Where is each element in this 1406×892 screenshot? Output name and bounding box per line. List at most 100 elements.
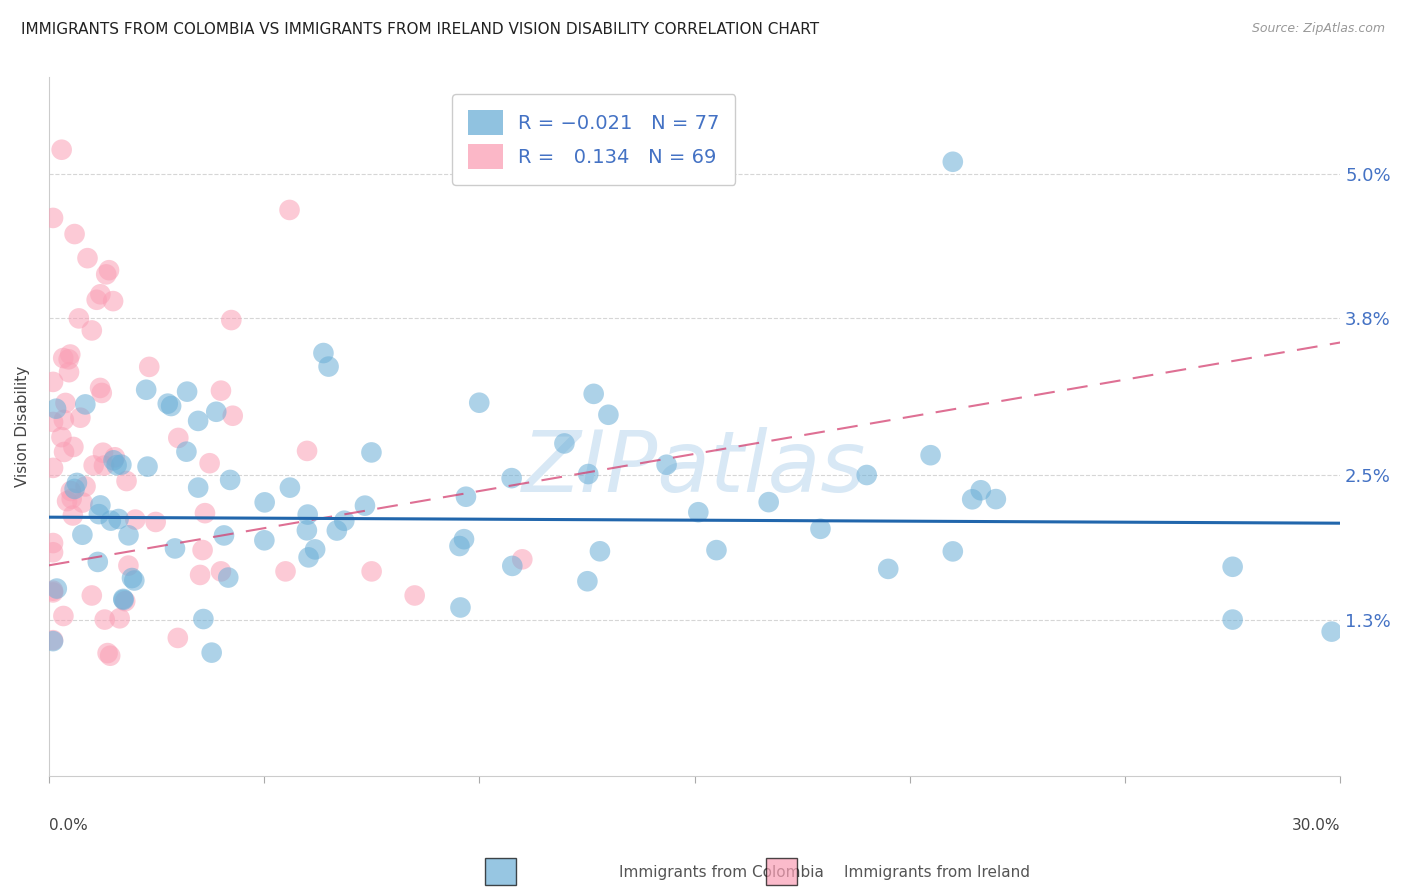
Point [62, 440, 84, 454]
Point [114, 594, 136, 608]
Point [295, 524, 318, 538]
Point [80, 323, 103, 337]
Point [304, 542, 326, 557]
Point [454, 490, 477, 504]
Point [984, 492, 1007, 507]
Point [45, 401, 67, 416]
Point [318, 359, 340, 374]
Point [688, 505, 710, 519]
Point [98, 648, 121, 663]
Point [42, 633, 65, 648]
Point [117, 528, 139, 542]
Point [582, 387, 605, 401]
Point [42, 375, 65, 389]
Point [194, 506, 217, 520]
Point [449, 539, 471, 553]
Point [89, 499, 111, 513]
Point [59, 484, 82, 499]
Point [53, 445, 76, 459]
Y-axis label: Vision Disability: Vision Disability [15, 367, 30, 487]
Point [55, 396, 77, 410]
Point [553, 436, 575, 450]
Point [278, 202, 301, 217]
Point [576, 574, 599, 589]
Point [63, 482, 86, 496]
Point [278, 481, 301, 495]
Point [187, 414, 209, 428]
Point [167, 431, 190, 445]
Point [156, 397, 179, 411]
Point [42, 583, 65, 598]
Legend: R = −0.021   N = 77, R = 0.134   N = 69: R = −0.021 N = 77, R = 0.134 N = 69 [453, 95, 735, 185]
Point [453, 532, 475, 546]
Point [176, 444, 198, 458]
Point [42, 461, 65, 475]
Point [253, 533, 276, 548]
Point [90, 386, 112, 401]
Point [124, 513, 146, 527]
Point [501, 471, 523, 485]
Text: ZIPatlas: ZIPatlas [523, 427, 866, 510]
Point [104, 450, 127, 465]
Point [138, 359, 160, 374]
Point [758, 495, 780, 509]
Point [91, 446, 114, 460]
Point [1222, 613, 1244, 627]
Point [920, 448, 942, 462]
Text: 0.0%: 0.0% [49, 818, 87, 833]
Point [942, 544, 965, 558]
Point [1320, 624, 1343, 639]
Point [160, 399, 183, 413]
Text: IMMIGRANTS FROM COLOMBIA VS IMMIGRANTS FROM IRELAND VISION DISABILITY CORRELATIO: IMMIGRANTS FROM COLOMBIA VS IMMIGRANTS F… [21, 22, 820, 37]
Point [135, 383, 157, 397]
Point [87, 507, 110, 521]
Point [274, 565, 297, 579]
Point [58, 352, 80, 367]
Point [221, 313, 243, 327]
Point [136, 459, 159, 474]
Point [201, 646, 224, 660]
Point [101, 294, 124, 309]
Point [297, 550, 319, 565]
Point [51, 430, 73, 444]
Point [655, 458, 678, 472]
Point [103, 453, 125, 467]
Point [97, 646, 120, 660]
Point [89, 381, 111, 395]
Point [67, 311, 90, 326]
Point [326, 524, 349, 538]
Point [205, 405, 228, 419]
Point [176, 384, 198, 399]
Point [510, 552, 533, 566]
Text: Immigrants from Colombia: Immigrants from Colombia [619, 865, 824, 880]
Point [51, 143, 73, 157]
Point [42, 415, 65, 429]
Point [63, 227, 86, 241]
Point [360, 565, 382, 579]
Point [98, 263, 121, 277]
Point [188, 568, 211, 582]
Point [217, 570, 239, 584]
Point [112, 591, 135, 606]
Text: Source: ZipAtlas.com: Source: ZipAtlas.com [1251, 22, 1385, 36]
Point [193, 612, 215, 626]
Point [75, 479, 97, 493]
Point [52, 351, 75, 365]
Point [404, 589, 426, 603]
Point [96, 268, 118, 282]
Point [75, 397, 97, 411]
Point [576, 467, 599, 481]
Point [52, 609, 75, 624]
Point [1222, 559, 1244, 574]
Point [80, 589, 103, 603]
Point [295, 444, 318, 458]
Point [855, 468, 877, 483]
Point [360, 445, 382, 459]
Point [468, 395, 491, 409]
Point [145, 515, 167, 529]
Point [187, 481, 209, 495]
Point [93, 458, 115, 473]
Point [76, 251, 98, 265]
Point [598, 408, 620, 422]
Point [191, 543, 214, 558]
